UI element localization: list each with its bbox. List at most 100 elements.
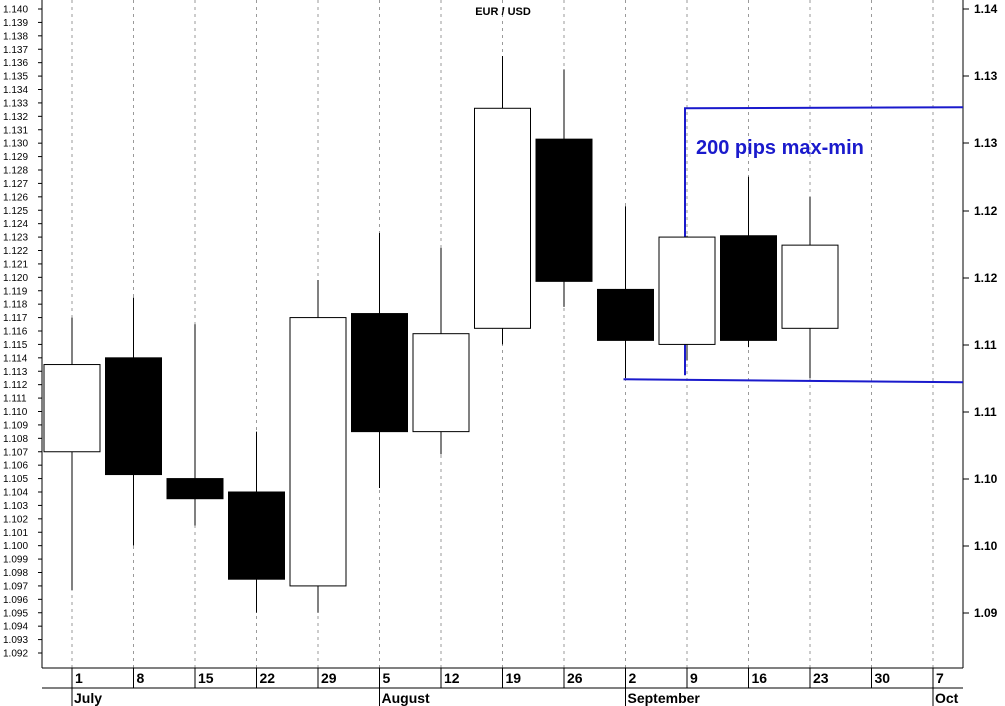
right-tick-label: 1.11 [974,338,997,352]
candle [781,196,839,378]
left-tick-label: 1.102 [3,514,28,525]
month-label: September [628,690,701,706]
right-tick-label: 1.13 [974,69,998,83]
left-tick-label: 1.107 [3,447,28,458]
right-tick-label: 1.10 [974,472,998,486]
left-tick-label: 1.101 [3,528,28,539]
left-tick-label: 1.105 [3,474,28,485]
left-tick-label: 1.114 [3,353,28,364]
chart-title: EUR / USD [475,6,531,18]
month-label: July [74,690,102,706]
left-tick-label: 1.132 [3,112,28,123]
left-tick-label: 1.125 [3,206,28,217]
left-tick-label: 1.122 [3,246,28,257]
candle [535,69,593,307]
candle-body-bullish [658,236,716,345]
left-tick-label: 1.129 [3,152,28,163]
candle [351,233,408,488]
right-tick-label: 1.09 [974,606,998,620]
x-tick-label: 29 [321,670,337,686]
left-tick-label: 1.130 [3,139,28,150]
candle-body-bearish [597,288,654,341]
left-tick-label: 1.092 [3,649,28,660]
x-tick-label: 9 [690,670,698,686]
right-tick-label: 1.14 [974,2,998,16]
left-tick-label: 1.097 [3,581,28,592]
left-tick-label: 1.138 [3,31,28,42]
candle-body-bearish [720,235,777,341]
candle-body-bearish [105,357,162,476]
left-price-axis: 1.140 1.139 1.138 1.137 1.136 1.135 1.134 1.133… [3,0,43,668]
left-tick-label: 1.100 [3,541,28,552]
left-tick-label: 1.094 [3,622,28,633]
left-tick-label: 1.103 [3,501,28,512]
left-tick-label: 1.140 [3,5,28,16]
candle-body-bearish [351,313,408,433]
left-tick-label: 1.124 [3,219,28,230]
candle [289,280,347,613]
candle [228,431,285,613]
left-tick-label: 1.112 [3,380,28,391]
candle [597,206,654,378]
right-tick-label: 1.13 [974,136,998,150]
left-tick-label: 1.093 [3,635,28,646]
x-tick-label: 2 [629,670,637,686]
left-tick-label: 1.110 [3,407,28,418]
left-tick-label: 1.126 [3,192,28,203]
candle [658,235,716,361]
x-tick-label: 5 [383,670,391,686]
left-tick-label: 1.098 [3,568,28,579]
x-tick-label: 19 [506,670,522,686]
x-tick-label: 8 [137,670,145,686]
x-tick-label: 22 [260,670,276,686]
candle-body-bullish [412,333,470,433]
candle [474,55,531,345]
left-tick-label: 1.117 [3,313,28,324]
candle-body-bearish [228,491,285,580]
left-tick-label: 1.136 [3,58,28,69]
left-tick-label: 1.135 [3,72,28,83]
left-tick-label: 1.106 [3,461,28,472]
left-tick-label: 1.131 [3,125,28,136]
left-tick-label: 1.121 [3,259,28,270]
x-tick-label: 30 [875,670,891,686]
candle [43,317,101,590]
left-tick-label: 1.120 [3,273,28,284]
left-tick-label: 1.095 [3,608,28,619]
candle-body-bullish [289,317,347,587]
right-tick-label: 1.11 [974,405,997,419]
annotation-label: 200 pips max-min [696,137,864,159]
left-tick-label: 1.108 [3,434,28,445]
candle-body-bearish [166,478,224,500]
month-label: Oct [935,690,959,706]
left-tick-label: 1.104 [3,488,28,499]
x-tick-label: 1 [75,670,83,686]
left-tick-label: 1.109 [3,420,28,431]
left-tick-label: 1.111 [3,394,27,405]
candle-body-bullish [781,244,839,329]
left-tick-label: 1.134 [3,85,28,96]
left-tick-label: 1.137 [3,45,28,56]
month-label: August [382,690,431,706]
right-tick-label: 1.12 [974,271,998,285]
left-tick-label: 1.116 [3,327,28,338]
left-tick-label: 1.123 [3,233,28,244]
left-tick-label: 1.118 [3,300,28,311]
candles [43,55,839,613]
x-tick-label: 7 [936,670,944,686]
left-tick-label: 1.119 [3,286,28,297]
candle-body-bullish [474,107,531,329]
x-tick-label: 26 [567,670,583,686]
right-tick-label: 1.12 [974,204,998,218]
left-tick-label: 1.115 [3,340,28,351]
left-tick-label: 1.139 [3,18,28,29]
left-tick-label: 1.128 [3,166,28,177]
candle [166,324,224,526]
candle [412,247,470,455]
left-tick-label: 1.127 [3,179,28,190]
left-tick-label: 1.096 [3,595,28,606]
x-tick-label: 16 [752,670,768,686]
range-lower-line [623,378,964,384]
